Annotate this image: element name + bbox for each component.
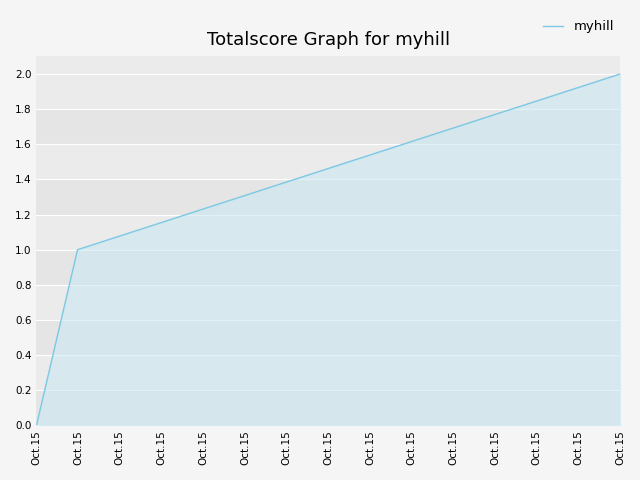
Bar <box>36 180 620 215</box>
Line: myhill: myhill <box>36 74 620 425</box>
myhill <box>56 322 64 328</box>
myhill <box>188 210 196 216</box>
myhill <box>616 71 624 77</box>
Bar <box>36 109 620 144</box>
Bar <box>36 285 620 320</box>
Bar <box>36 250 620 285</box>
myhill <box>141 225 149 231</box>
myhill <box>68 272 76 278</box>
myhill <box>566 87 574 93</box>
Legend: myhill: myhill <box>538 15 620 39</box>
Title: Totalscore Graph for myhill: Totalscore Graph for myhill <box>207 31 450 49</box>
Bar <box>36 215 620 250</box>
Bar <box>36 390 620 425</box>
Bar <box>36 144 620 180</box>
myhill <box>587 81 595 86</box>
Bar <box>36 74 620 109</box>
Bar <box>36 355 620 390</box>
Bar <box>36 320 620 355</box>
myhill <box>33 422 40 428</box>
